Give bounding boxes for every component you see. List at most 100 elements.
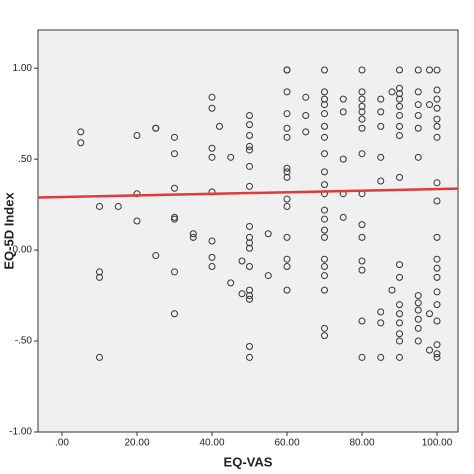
point <box>283 262 291 270</box>
point <box>283 164 291 172</box>
point <box>321 88 328 96</box>
point <box>433 115 441 123</box>
point <box>414 88 422 96</box>
point <box>246 182 253 190</box>
point <box>96 273 103 281</box>
point <box>414 124 422 132</box>
point <box>77 128 85 136</box>
point <box>246 239 253 247</box>
point <box>246 111 253 119</box>
point <box>396 90 403 98</box>
point <box>377 122 385 130</box>
point <box>396 337 403 345</box>
point <box>321 286 328 294</box>
point <box>433 353 441 361</box>
point <box>264 272 272 280</box>
point <box>396 353 403 361</box>
point <box>433 273 441 281</box>
point <box>396 66 403 74</box>
point <box>414 111 422 119</box>
point <box>321 110 328 118</box>
point <box>321 101 328 109</box>
point <box>77 139 85 147</box>
point <box>302 111 310 119</box>
point <box>246 353 253 361</box>
point <box>152 124 160 132</box>
point <box>358 353 366 361</box>
point <box>321 262 328 270</box>
point <box>321 66 328 74</box>
point <box>238 290 246 298</box>
point <box>238 257 246 265</box>
point <box>171 268 178 276</box>
point <box>377 177 385 185</box>
point <box>189 233 197 241</box>
point <box>208 93 216 101</box>
point <box>358 150 366 158</box>
point <box>227 279 235 287</box>
point <box>426 310 433 318</box>
point <box>283 202 291 210</box>
point <box>426 346 433 354</box>
point <box>433 122 441 130</box>
point <box>246 132 253 140</box>
point <box>208 153 216 161</box>
point <box>171 133 178 141</box>
point <box>96 202 103 210</box>
point <box>321 233 328 241</box>
point <box>321 206 328 214</box>
y-tick-label: 0.00 <box>13 245 33 256</box>
x-tick-label: 100.00 <box>422 438 453 449</box>
y-tick-label: -1.00 <box>9 427 32 438</box>
point <box>302 128 310 136</box>
point <box>246 286 253 294</box>
point <box>321 215 328 223</box>
point <box>283 110 291 118</box>
point <box>321 122 328 130</box>
point <box>414 153 422 161</box>
point <box>283 133 291 141</box>
point <box>388 286 396 294</box>
point <box>358 221 366 229</box>
point <box>171 184 178 192</box>
point <box>433 255 441 263</box>
point <box>433 233 441 241</box>
point <box>321 150 328 158</box>
point <box>246 222 253 230</box>
point <box>396 84 403 92</box>
point <box>377 308 385 316</box>
point <box>396 301 403 309</box>
point <box>358 102 366 110</box>
point <box>171 150 178 158</box>
point <box>283 124 291 132</box>
x-axis-title: EQ-VAS <box>224 454 273 469</box>
point <box>321 255 328 263</box>
point <box>171 215 178 223</box>
point <box>321 133 328 141</box>
point <box>283 195 291 203</box>
point <box>426 66 433 74</box>
point <box>396 330 403 338</box>
point <box>283 286 291 294</box>
point <box>358 124 366 132</box>
point <box>396 273 403 281</box>
point <box>133 217 141 225</box>
y-tick-label: .50 <box>18 154 32 165</box>
point <box>414 324 422 332</box>
point <box>414 315 422 323</box>
point <box>246 121 253 129</box>
point <box>358 257 366 265</box>
point <box>283 168 291 176</box>
point <box>377 95 385 103</box>
y-tick-label: -.50 <box>15 336 33 347</box>
point <box>133 132 141 140</box>
point <box>171 310 178 318</box>
point <box>377 108 385 116</box>
point <box>396 310 403 318</box>
point <box>208 262 216 270</box>
point <box>414 66 422 74</box>
point <box>321 181 328 189</box>
point <box>426 101 433 109</box>
point <box>283 255 291 263</box>
point <box>388 88 396 96</box>
